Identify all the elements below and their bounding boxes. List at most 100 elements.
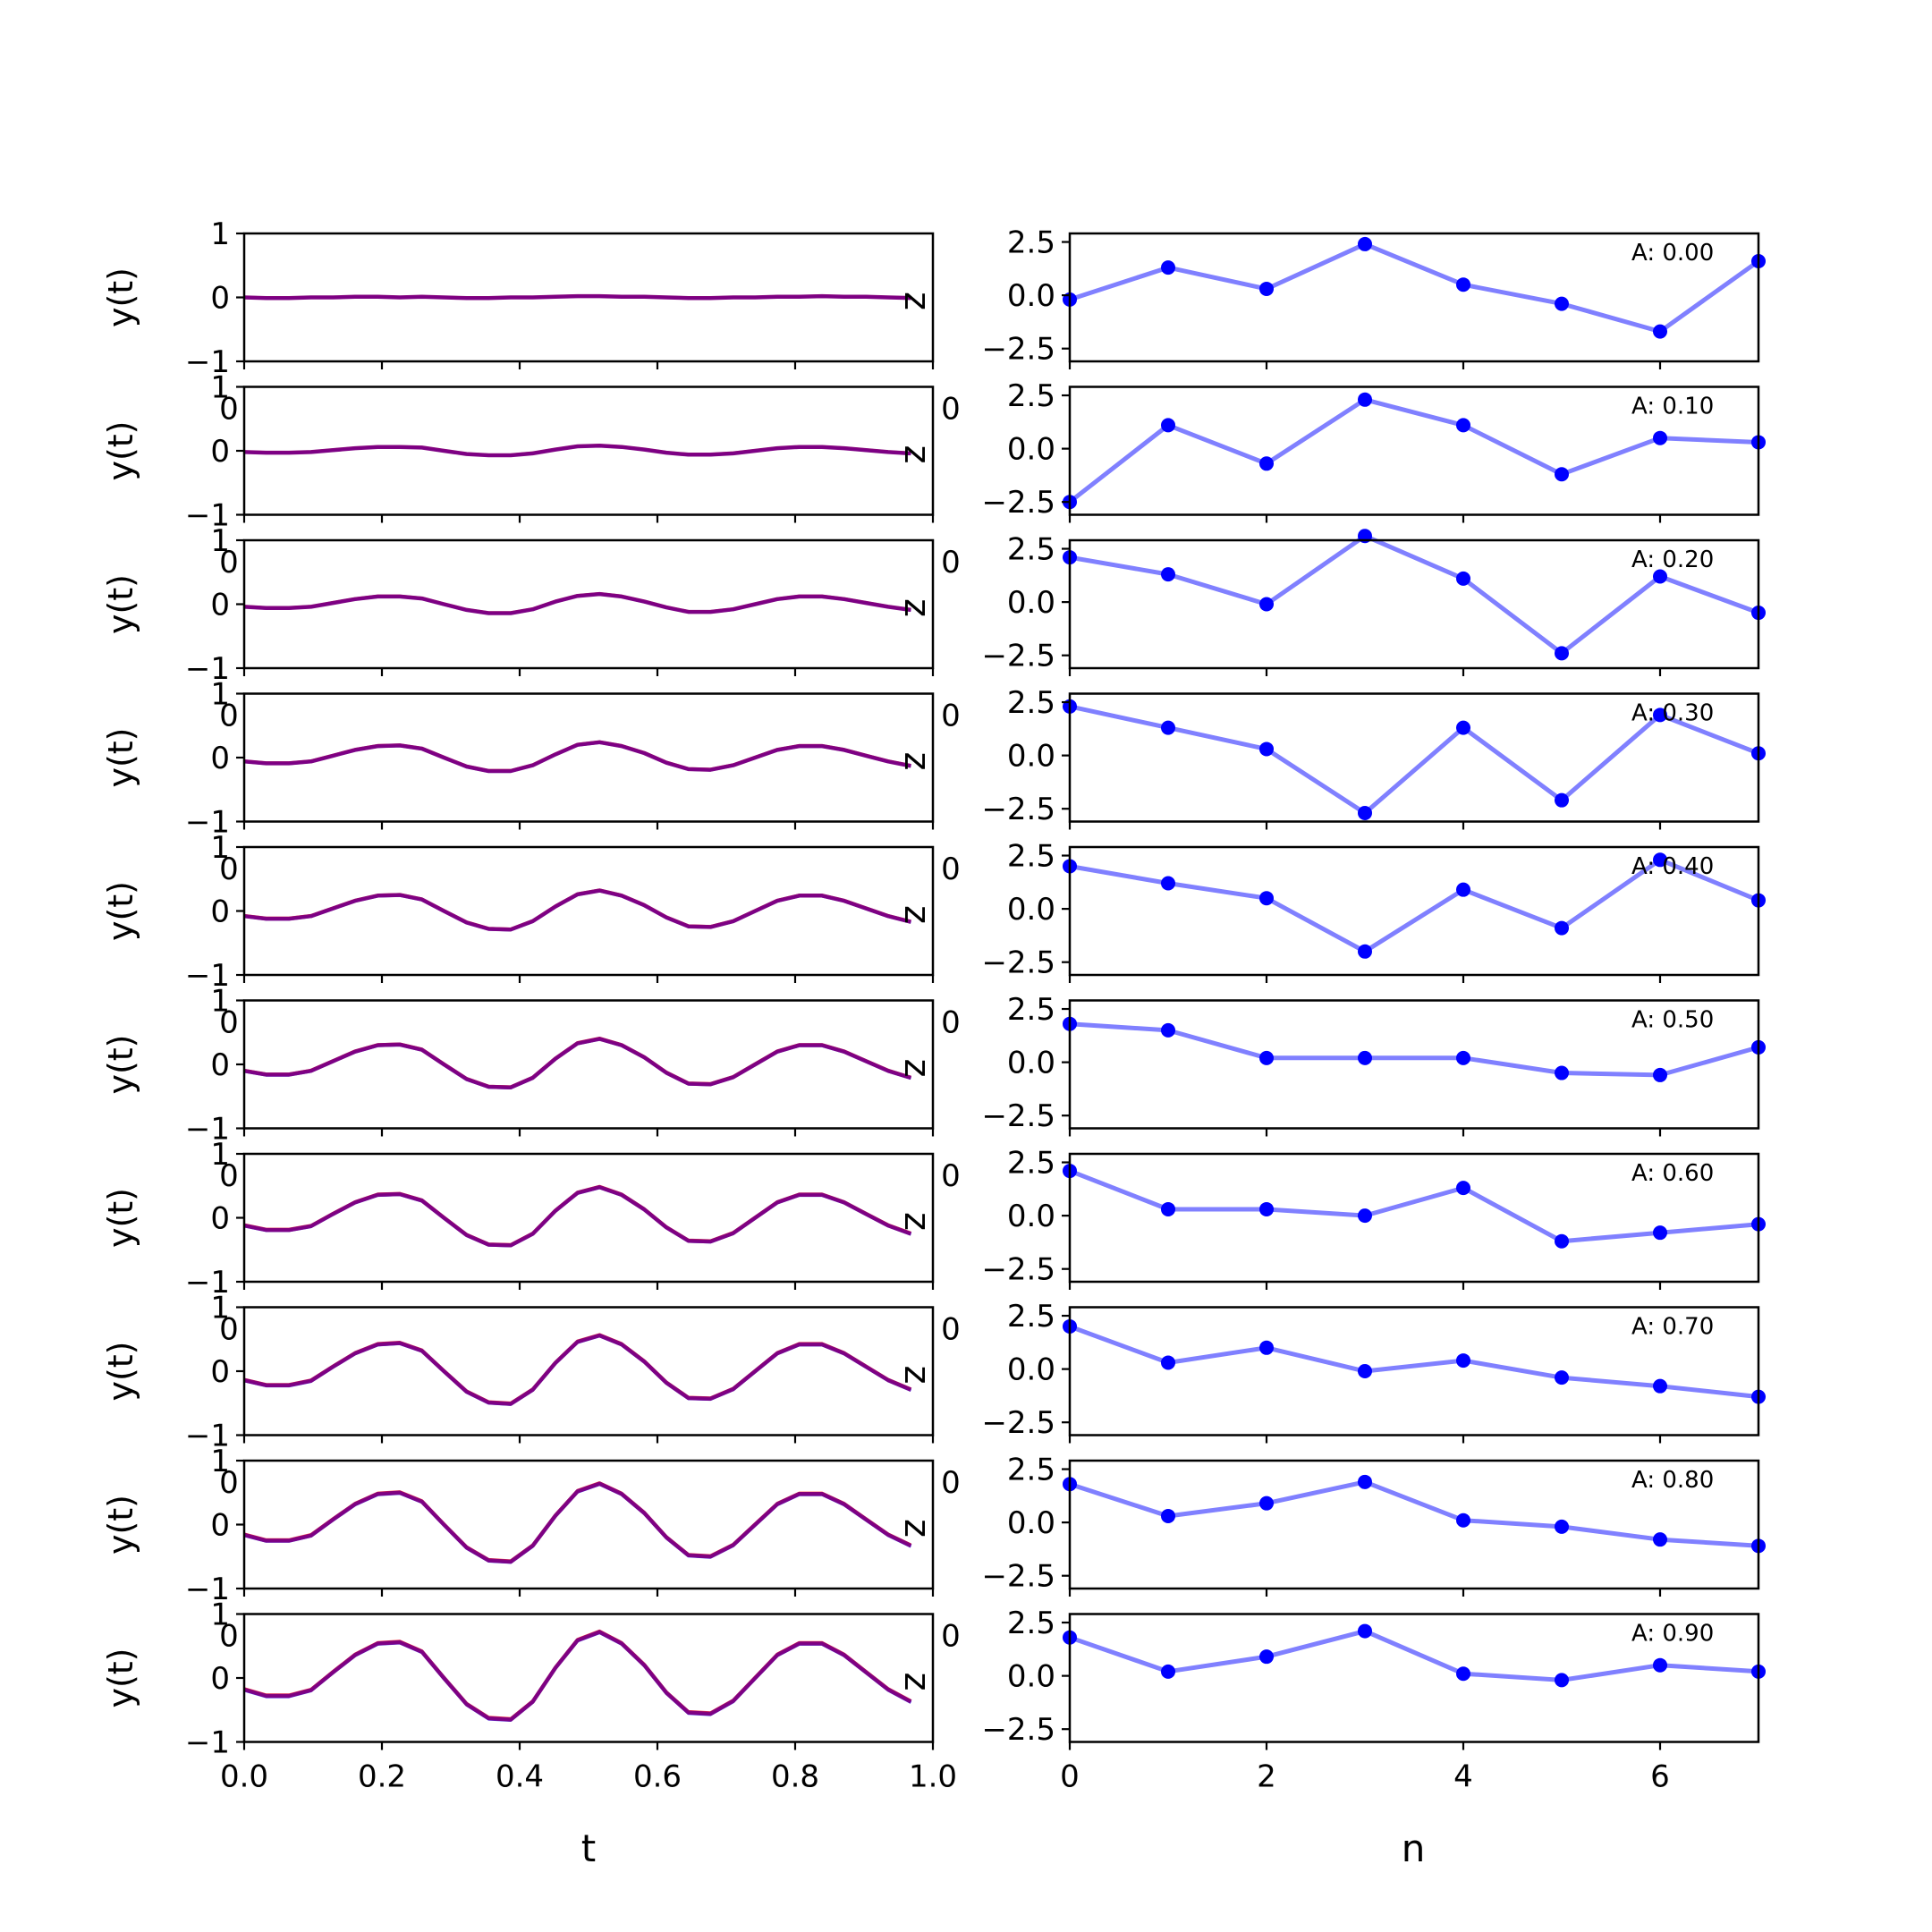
x-tick-label: 4	[1453, 1759, 1473, 1795]
overlap-tick-label: 0	[219, 392, 239, 428]
y-tick-label: −2.5	[981, 1405, 1055, 1441]
y-tick-label: 2.5	[1007, 992, 1055, 1028]
left-panel: 10−1y(t) z0 0	[101, 523, 961, 687]
left-column-panels: 10−1y(t) z10−1y(t) z0 010−1y(t) z0 010−1y(t) z…	[101, 216, 961, 1795]
y-tick-label: 0.0	[1007, 585, 1055, 621]
y-axis-label: y(t)	[101, 420, 140, 480]
left-panel: 10−1y(t) z0 0	[101, 1444, 961, 1607]
overlap-tick-label: 0	[219, 545, 239, 580]
right-panel: A: 0.90 2.5 0.0 −2.50 2 4 6	[981, 1606, 1766, 1795]
data-point	[1555, 792, 1569, 808]
overlap-tick-label: 0	[219, 1158, 239, 1194]
right-panel-background	[1070, 1000, 1758, 1129]
left-panel-background	[244, 1614, 933, 1742]
right-panel-frame	[1068, 386, 1760, 516]
y-tick-label: 0.0	[1007, 892, 1055, 928]
overlap-tick-label: 0	[941, 1312, 961, 1348]
series-line	[1068, 397, 1759, 504]
series-line-purple	[243, 293, 911, 301]
left-panel: 10−1y(t) z0 0	[101, 370, 961, 534]
series-line	[1069, 1629, 1759, 1682]
y-tick-label: −1	[185, 958, 230, 994]
right-panel: A: 0.50 2.5 0.0 −2.5	[981, 992, 1766, 1137]
series-line-purple	[243, 888, 911, 932]
left-panel: 10−1y(t) z0 0	[101, 1137, 961, 1301]
y-axis-label: y(t)	[101, 267, 140, 327]
y-tick-label: 0.0	[1007, 278, 1055, 314]
data-point	[1456, 418, 1470, 433]
left-panel-background	[244, 847, 933, 975]
data-point	[1456, 1353, 1470, 1368]
overlap-tick-label: 0	[941, 699, 961, 734]
data-point	[1555, 920, 1569, 936]
data-point	[1259, 1050, 1274, 1065]
data-point	[1456, 571, 1470, 586]
left-panel: 10−1y(t) z0 0	[101, 984, 961, 1148]
y-tick-label: 2.5	[1007, 685, 1055, 721]
y-tick-label: −1	[185, 1112, 230, 1148]
data-point	[1259, 1649, 1274, 1665]
x-tick-label: 6	[1650, 1759, 1670, 1795]
right-panel-background	[1070, 847, 1758, 975]
y-tick-label: −2.5	[981, 1252, 1055, 1288]
left-panel-background	[244, 1307, 933, 1436]
data-point	[1259, 741, 1274, 757]
y-axis-label: y(t)	[101, 1034, 140, 1094]
series-line	[1069, 1324, 1759, 1400]
data-point	[1555, 1519, 1569, 1534]
y-tick-label: 2.5	[1007, 225, 1055, 261]
series-line-purple	[243, 1037, 912, 1089]
right-panel: A: 0.00 2.5 0.0 −2.5	[981, 225, 1766, 369]
x-tick-label: 1.0	[909, 1759, 957, 1795]
y-tick-label: −1	[185, 1572, 230, 1607]
data-point	[1653, 1657, 1667, 1673]
x-tick-label: 0.6	[633, 1759, 682, 1795]
data-point	[1259, 281, 1274, 296]
left-x-axis-label: t	[581, 1826, 596, 1870]
stray-z-label: z	[896, 1059, 937, 1078]
right-panel-background	[1070, 233, 1758, 361]
y-tick-label: −2.5	[981, 639, 1055, 674]
y-tick-label: 1	[210, 1291, 230, 1326]
right-panel-frame	[1068, 1459, 1760, 1590]
data-point	[1358, 236, 1372, 251]
series-line-purple	[243, 1481, 912, 1564]
right-panel-background	[1070, 1154, 1758, 1282]
y-tick-label: 1	[210, 1444, 230, 1479]
left-panel: 1 0 −1 y(t) z	[101, 216, 937, 380]
data-point	[1456, 1050, 1470, 1065]
y-tick-label: −1	[185, 1725, 230, 1761]
left-panel-background	[244, 386, 933, 515]
y-tick-label: 0.0	[1007, 1046, 1055, 1081]
data-point	[1161, 567, 1175, 582]
data-point	[1456, 1513, 1470, 1528]
amplitude-annotation: A: 0.30	[1631, 700, 1714, 727]
data-point	[1161, 876, 1175, 891]
data-point	[1456, 720, 1470, 735]
data-point	[1555, 646, 1569, 661]
y-tick-label: 0.0	[1007, 432, 1055, 468]
stray-z-label: z	[896, 1366, 937, 1385]
overlap-tick-label: 0	[941, 392, 961, 428]
data-point	[1358, 805, 1372, 820]
series-line-purple	[243, 740, 911, 774]
left-panel-background	[244, 1154, 933, 1282]
data-point	[1161, 720, 1175, 735]
y-tick-label: 2.5	[1007, 532, 1055, 568]
series-line-purple	[243, 591, 911, 615]
data-point	[1161, 418, 1175, 433]
series-line	[1069, 704, 1759, 816]
series-line-purple	[243, 1184, 912, 1248]
data-point	[1653, 1067, 1667, 1082]
amplitude-annotation: A: 0.10	[1631, 394, 1714, 420]
data-point	[1259, 891, 1274, 906]
left-panel: 10−1y(t) z0 0	[101, 1291, 961, 1454]
y-tick-label: 0	[210, 741, 230, 776]
right-column-panels: A: 0.002.50.0−2.5A: 0.102.50.0−2.5A: 0.2…	[981, 225, 1766, 1795]
right-panel-frame	[1068, 1306, 1760, 1436]
y-tick-label: −2.5	[981, 332, 1055, 368]
y-axis-label: y(t)	[101, 1188, 140, 1248]
y-tick-label: 0.0	[1007, 739, 1055, 775]
data-point	[1456, 277, 1470, 292]
y-tick-label: 1	[210, 830, 230, 866]
